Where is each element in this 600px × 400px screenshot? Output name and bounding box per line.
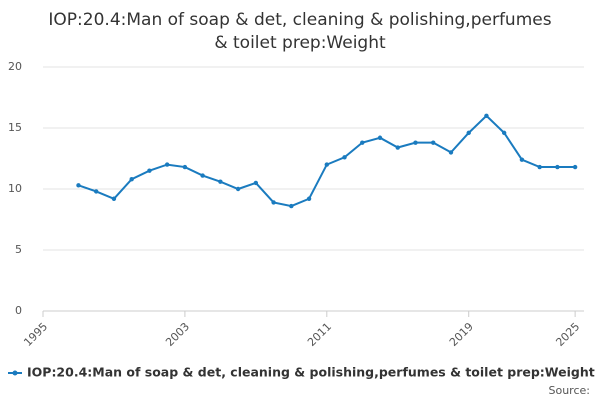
point xyxy=(342,155,347,160)
source-label: Source: xyxy=(549,384,591,397)
chart-title: IOP:20.4:Man of soap & det, cleaning & p… xyxy=(48,10,551,30)
x-tick-label: 2011 xyxy=(305,320,334,349)
point xyxy=(448,150,454,155)
point xyxy=(76,183,81,188)
y-tick-label: 20 xyxy=(8,60,22,73)
y-tick-label: 0 xyxy=(15,304,22,317)
point xyxy=(218,179,223,184)
point xyxy=(200,173,205,178)
point xyxy=(235,186,241,192)
chart-title: & toilet prep:Weight xyxy=(214,33,386,53)
point xyxy=(395,145,400,150)
point xyxy=(164,162,170,167)
point xyxy=(324,162,330,167)
point xyxy=(413,140,418,145)
point xyxy=(94,189,99,194)
x-tick-label: 2019 xyxy=(447,320,476,349)
point xyxy=(360,140,365,145)
point xyxy=(501,130,507,136)
point xyxy=(572,164,578,170)
point xyxy=(147,168,152,173)
point xyxy=(253,180,259,186)
y-tick-label: 5 xyxy=(15,243,22,256)
point xyxy=(519,157,525,162)
y-tick-label: 15 xyxy=(8,121,22,134)
point xyxy=(466,130,471,136)
point xyxy=(555,164,560,170)
point xyxy=(431,140,436,145)
y-tick-label: 10 xyxy=(8,182,22,195)
point xyxy=(129,177,134,182)
point xyxy=(306,196,312,201)
x-tick-label: 1995 xyxy=(21,320,50,349)
point xyxy=(377,135,383,140)
point xyxy=(484,113,489,119)
point xyxy=(289,203,294,209)
point xyxy=(537,164,542,170)
x-tick-label: 2025 xyxy=(553,320,582,349)
line xyxy=(78,114,576,208)
legend-label: IOP:20.4:Man of soap & det, cleaning & p… xyxy=(27,365,595,380)
point xyxy=(271,200,276,205)
point xyxy=(111,196,117,201)
legend-swatch xyxy=(12,370,18,376)
point xyxy=(182,164,188,170)
x-tick-label: 2003 xyxy=(163,320,192,349)
